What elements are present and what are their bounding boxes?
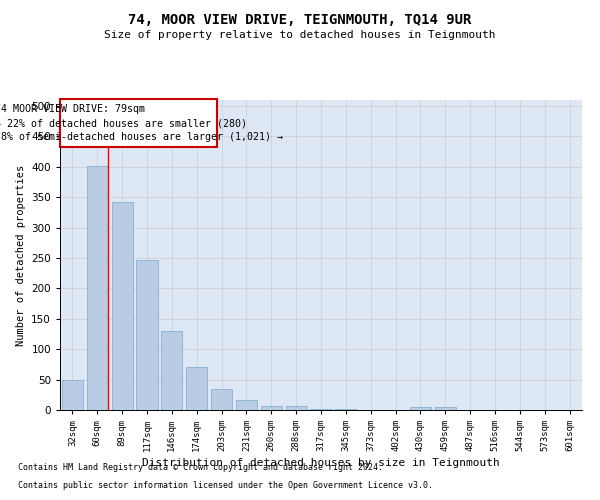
- Bar: [136, 260, 158, 410]
- Bar: [435, 407, 456, 410]
- Bar: [211, 388, 232, 410]
- Bar: [62, 380, 83, 410]
- Bar: [236, 400, 257, 410]
- Text: 74 MOOR VIEW DRIVE: 79sqm
← 22% of detached houses are smaller (280)
78% of semi: 74 MOOR VIEW DRIVE: 79sqm ← 22% of detac…: [0, 104, 283, 142]
- X-axis label: Distribution of detached houses by size in Teignmouth: Distribution of detached houses by size …: [142, 458, 500, 468]
- Bar: [261, 406, 282, 410]
- Bar: [410, 407, 431, 410]
- Bar: [112, 202, 133, 410]
- Text: Contains public sector information licensed under the Open Government Licence v3: Contains public sector information licen…: [18, 481, 433, 490]
- Text: Contains HM Land Registry data © Crown copyright and database right 2024.: Contains HM Land Registry data © Crown c…: [18, 464, 383, 472]
- FancyBboxPatch shape: [61, 99, 217, 148]
- Text: 74, MOOR VIEW DRIVE, TEIGNMOUTH, TQ14 9UR: 74, MOOR VIEW DRIVE, TEIGNMOUTH, TQ14 9U…: [128, 12, 472, 26]
- Bar: [286, 406, 307, 410]
- Bar: [161, 331, 182, 410]
- Y-axis label: Number of detached properties: Number of detached properties: [16, 164, 26, 346]
- Bar: [186, 368, 207, 410]
- Bar: [87, 166, 108, 410]
- Text: Size of property relative to detached houses in Teignmouth: Size of property relative to detached ho…: [104, 30, 496, 40]
